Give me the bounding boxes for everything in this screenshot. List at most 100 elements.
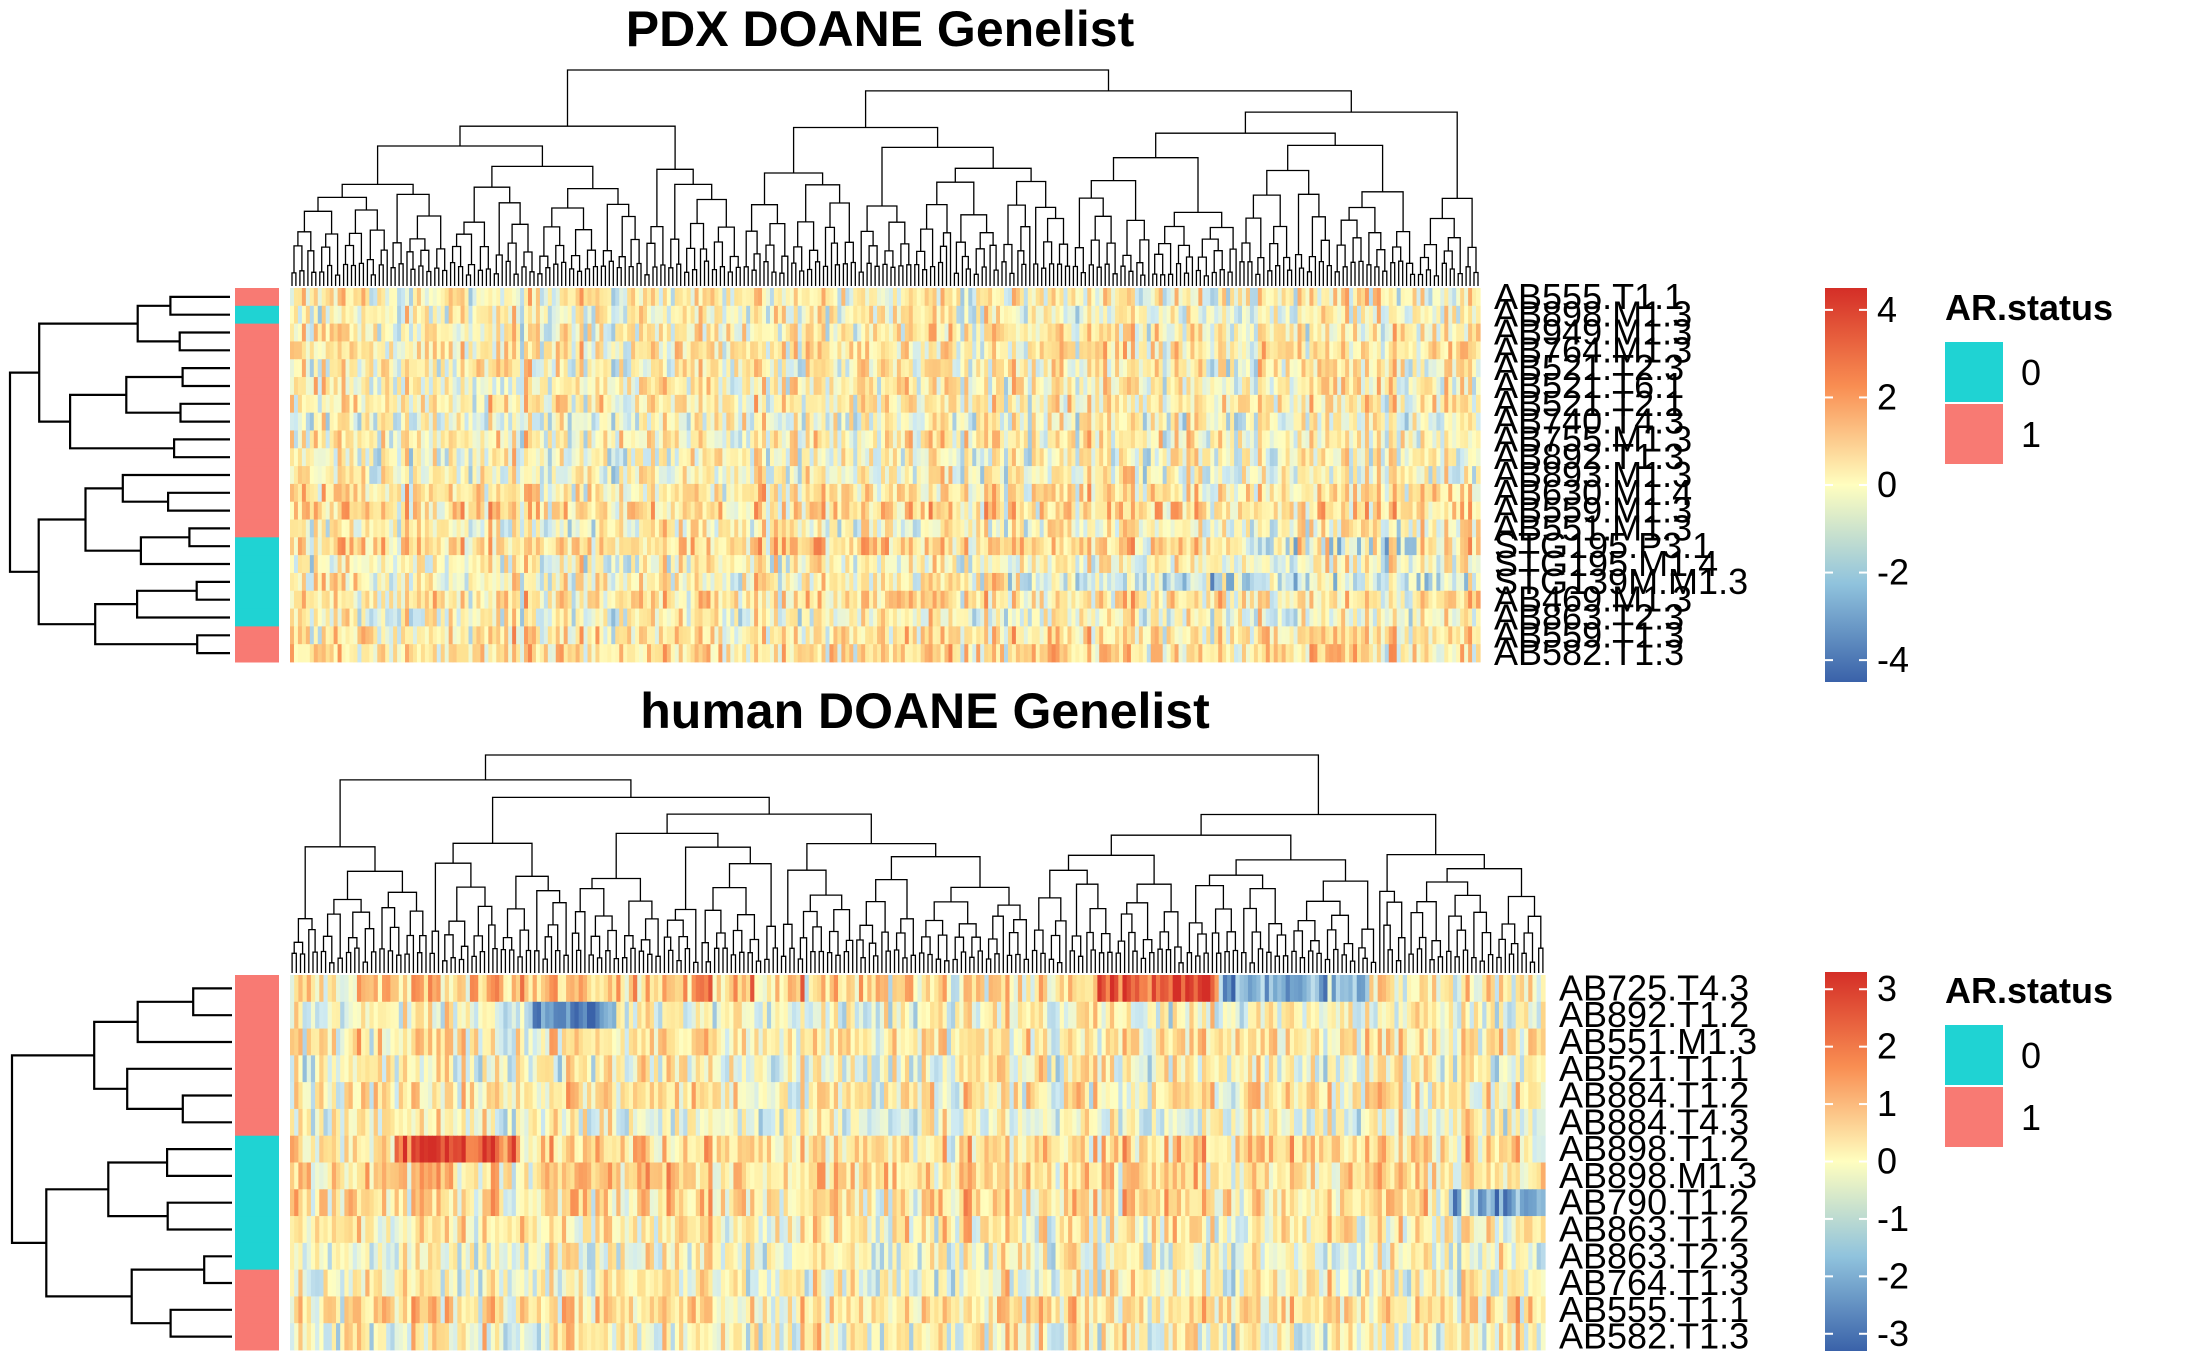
heatmap-cell [754,519,759,538]
heatmap-cell [325,323,331,342]
heatmap-cell [405,448,410,467]
heatmap-cell [377,341,382,360]
heatmap-cell [349,448,355,467]
annotation-cell [235,323,279,342]
heatmap-cell [472,448,478,467]
heatmap-cell [341,537,347,556]
heatmap-cell [750,359,755,378]
heatmap-cell [1297,448,1303,467]
heatmap-cell [1432,288,1437,307]
heatmap-cell [1150,288,1156,307]
heatmap-cell [1309,305,1314,325]
heatmap-cell [432,555,438,574]
heatmap-cell [1158,555,1164,574]
heatmap-cell [575,412,581,431]
heatmap-cell [841,572,846,592]
heatmap-cell [496,305,501,325]
heatmap-cell [555,448,561,467]
heatmap-cell [1115,555,1120,574]
heatmap-cell [1301,341,1307,360]
heatmap-cell [912,448,918,467]
heatmap-cell [492,519,497,538]
heatmap-cell [579,466,585,485]
heatmap-cell [738,288,743,307]
heatmap-cell [591,448,597,467]
heatmap-cell [543,412,549,431]
heatmap-cell [1368,448,1374,467]
heatmap-cell [940,341,946,360]
heatmap-cell [896,377,902,396]
heatmap-cell [480,305,485,325]
heatmap-cell [964,359,969,378]
heatmap-cell [1400,519,1406,538]
heatmap-cell [1099,394,1104,414]
heatmap-cell [825,305,831,325]
heatmap-cell [730,537,735,556]
heatmap-cell [718,412,723,431]
heatmap-cell [397,394,402,414]
heatmap-cell [1206,466,1211,485]
heatmap-cell [988,466,993,485]
heatmap-cell [615,555,620,574]
heatmap-cell [539,537,545,556]
heatmap-cell [1210,483,1215,503]
heatmap-cell [1007,466,1013,485]
heatmap-cell [1206,430,1211,449]
heatmap-cell [674,537,680,556]
heatmap-cell [1154,341,1160,360]
heatmap-cell [559,341,565,360]
heatmap-cell [301,323,307,342]
heatmap-cell [1376,394,1382,414]
heatmap-cell [908,430,914,449]
heatmap-cell [623,341,628,360]
heatmap-cell [647,483,652,503]
heatmap-cell [448,305,454,325]
heatmap-cell [821,412,827,431]
heatmap-cell [627,341,632,360]
heatmap-cell [766,555,771,574]
heatmap-cell [551,377,557,396]
heatmap-cell [833,555,838,574]
heatmap-cell [329,448,335,467]
heatmap-cell [444,519,450,538]
heatmap-cell [1384,501,1390,520]
heatmap-cell [583,341,589,360]
heatmap-cell [1087,288,1092,307]
heatmap-cell [960,555,965,574]
heatmap-cell [1364,537,1370,556]
heatmap-cell [1138,412,1144,431]
heatmap-cell [341,466,347,485]
heatmap-cell [1444,288,1449,307]
heatmap-cell [801,394,807,414]
heatmap-cell [908,555,914,574]
heatmap-cell [777,430,783,449]
heatmap-cell [1083,537,1088,556]
heatmap-cell [591,537,597,556]
heatmap-cell [571,305,577,325]
heatmap-cell [1130,483,1136,503]
heatmap-cell [698,537,704,556]
heatmap-cell [1210,448,1215,467]
heatmap-cell [591,323,597,342]
heatmap-cell [1396,359,1402,378]
heatmap-cell [1404,466,1410,485]
heatmap-cell [781,323,787,342]
heatmap-cell [297,519,303,538]
heatmap-cell [412,572,418,592]
heatmap-cell [1353,288,1358,307]
heatmap-cell [563,394,569,414]
heatmap-cell [853,305,858,325]
heatmap-cell [333,377,339,396]
heatmap-cell [845,466,850,485]
heatmap-cell [885,555,890,574]
heatmap-cell [1055,377,1061,396]
heatmap-cell [1404,430,1410,449]
heatmap-cell [416,483,422,503]
heatmap-cell [488,555,493,574]
heatmap-cell [575,537,581,556]
heatmap-cell [1134,501,1140,520]
heatmap-cell [825,537,831,556]
heatmap-cell [714,288,719,307]
heatmap-cell [619,501,624,520]
heatmap-cell [647,466,652,485]
